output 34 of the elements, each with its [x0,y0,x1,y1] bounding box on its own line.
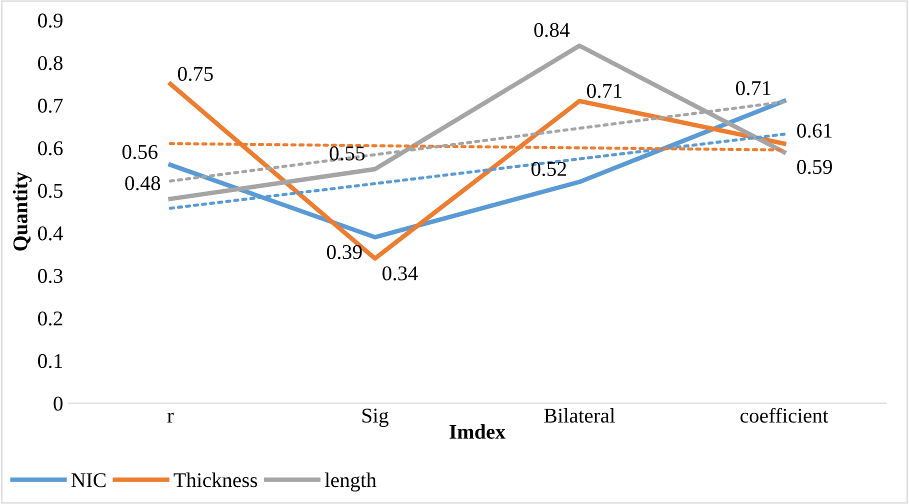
data-label: 0.71 [736,81,770,96]
y-tick-label: 0.8 [38,56,63,70]
y-tick-label: 0.6 [38,141,63,156]
x-tick-label: Sig [362,408,388,427]
line-series [168,82,786,261]
y-tick-label: 0.5 [38,184,62,198]
x-tick-label: Bilateral [544,408,615,423]
y-tick-label: 0.2 [38,311,62,326]
legend-label: length [324,472,376,492]
y-tick-label: 0.4 [38,226,63,240]
data-label: 0.34 [382,266,418,280]
data-label: 0.55 [330,146,365,161]
data-label: 0.52 [531,162,566,176]
data-label: 0.84 [534,22,570,38]
data-label: 0.75 [178,66,213,81]
line-series [168,43,786,202]
legend-label: Thickness [174,472,258,488]
data-label: 0.48 [125,176,160,190]
data-label: 0.61 [797,124,832,138]
data-label: 0.71 [587,84,622,98]
line-series [168,98,786,240]
x-tick-label: coefficient [740,408,828,423]
data-label: 0.59 [797,160,832,174]
data-label: 0.39 [326,245,362,260]
y-tick-label: 0.9 [38,14,62,28]
y-tick-label: 0 [54,396,63,411]
y-tick-label: 0.1 [38,354,62,368]
y-tick-label: 0.7 [38,98,63,113]
legend-label: NIC [71,473,106,488]
y-tick-label: 0.3 [38,268,62,284]
data-label: 0.56 [122,144,158,160]
y-axis-title: Quantity [12,172,32,251]
x-axis-title: Imdex [450,424,506,439]
x-tick-label: r [167,412,174,423]
